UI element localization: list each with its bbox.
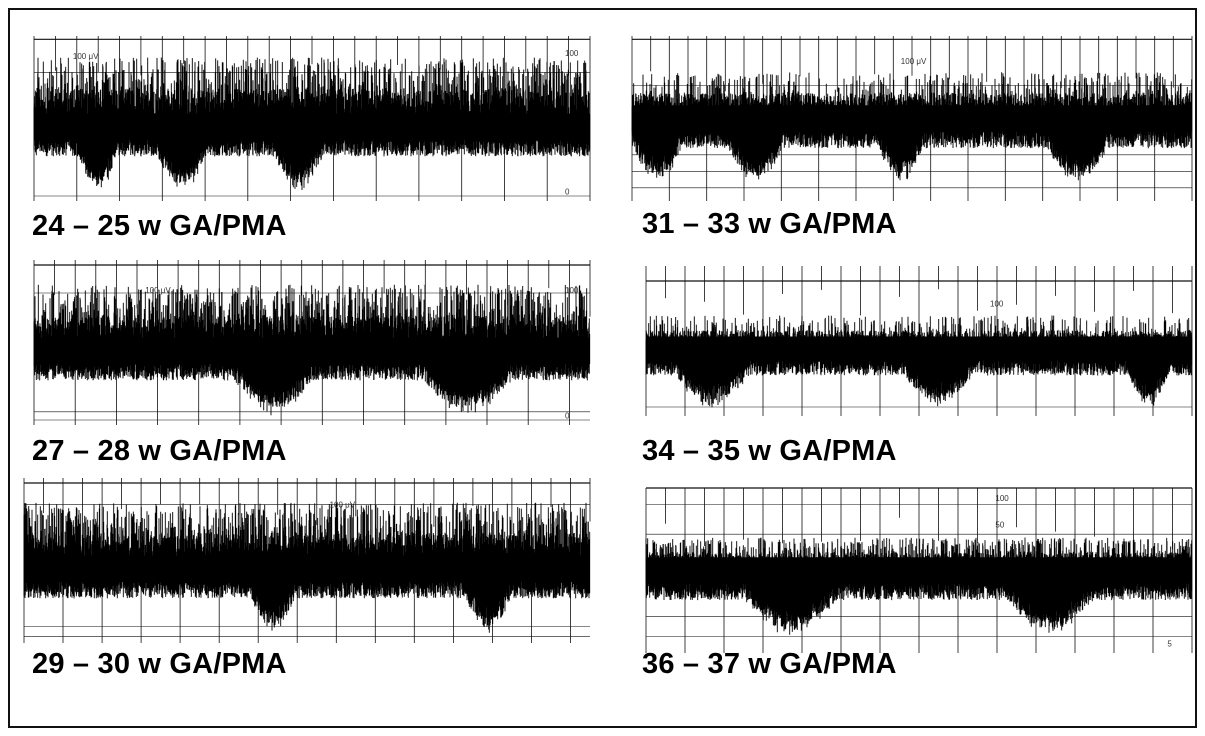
eeg-trace-core [34, 337, 590, 364]
caption-34-35: 34 – 35 w GA/PMA [642, 435, 897, 467]
caption-24-25: 24 – 25 w GA/PMA [32, 210, 287, 242]
scale-label: 100 μV [901, 57, 927, 66]
eeg-trace-36-37: 100 50 5 [645, 487, 1193, 653]
scale-label: 100 μV [73, 52, 99, 61]
scale-label: 100 [990, 300, 1004, 309]
scale-label-base: 5 [1167, 639, 1172, 648]
caption-29-30: 29 – 30 w GA/PMA [32, 648, 287, 680]
caption-36-37: 36 – 37 w GA/PMA [642, 648, 897, 680]
scale-label-base: 0 [565, 187, 570, 196]
scale-label-right: 50 [995, 521, 1004, 530]
eeg-panel-29-30: 100 μV [23, 478, 591, 643]
scale-label-right: 100 [565, 286, 579, 295]
eeg-trace-24-25: 100 μV 100 0 [33, 36, 591, 201]
eeg-trace-core [34, 113, 590, 140]
scale-label-right: 100 [565, 49, 579, 58]
eeg-panel-34-35: 100 [645, 266, 1193, 416]
eeg-trace-core [646, 336, 1192, 361]
scale-label: 100 μV [330, 501, 356, 510]
eeg-trace-29-30: 100 μV [23, 478, 591, 643]
eeg-trace-27-28: 100 μV 100 0 [33, 260, 591, 425]
eeg-trace-34-35: 100 [645, 266, 1193, 416]
scale-label: 100 [995, 494, 1009, 503]
scale-label: 100 μV [145, 286, 171, 295]
eeg-trace-core [24, 555, 590, 582]
figure-frame: 100 μV 100 0 24 – 25 w GA/PMA 100 μV 100 0 2… [8, 8, 1197, 728]
eeg-panel-31-33: 100 μV [631, 36, 1193, 201]
eeg-trace-31-33: 100 μV [631, 36, 1193, 201]
eeg-panel-24-25: 100 μV 100 0 [33, 36, 591, 201]
eeg-panel-36-37: 100 50 5 [645, 487, 1193, 653]
scale-label-base: 0 [565, 411, 570, 420]
caption-27-28: 27 – 28 w GA/PMA [32, 435, 287, 467]
eeg-trace-core [646, 557, 1192, 584]
eeg-panel-27-28: 100 μV 100 0 [33, 260, 591, 425]
caption-31-33: 31 – 33 w GA/PMA [642, 208, 897, 240]
eeg-trace-core [632, 105, 1192, 132]
